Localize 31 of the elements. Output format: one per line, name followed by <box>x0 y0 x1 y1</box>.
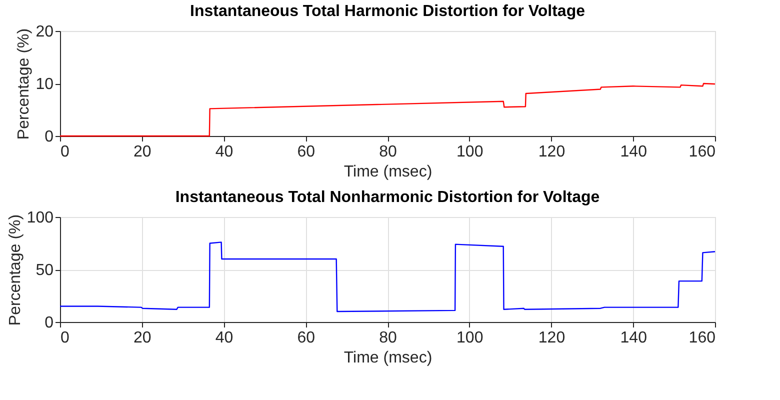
x-tick-label: 120 <box>538 330 566 346</box>
y-tick-label: 50 <box>36 262 54 279</box>
x-tick-label: 80 <box>379 144 397 160</box>
y-tick-label: 0 <box>44 314 54 332</box>
x-tick-label: 80 <box>379 330 397 346</box>
x-tick-label: 100 <box>456 144 484 160</box>
x-tick-label: 40 <box>215 144 234 160</box>
x-axis-title: Time (msec) <box>344 350 432 366</box>
x-tick-label: 20 <box>133 330 152 346</box>
y-tick-label: 20 <box>36 24 54 40</box>
y-axis-title: Percentage (%) <box>6 214 24 326</box>
x-tick-label: 20 <box>133 144 152 160</box>
chart-title: Instantaneous Total Nonharmonic Distortion for Voltage <box>175 189 600 206</box>
y-tick-label: 0 <box>44 128 54 146</box>
x-tick-label: 40 <box>215 330 234 346</box>
x-axis-title: Time (msec) <box>344 164 432 180</box>
line-series <box>59 242 716 312</box>
x-tick-label: 60 <box>297 330 316 346</box>
x-tick-label: 0 <box>60 330 70 346</box>
y-tick-label: 100 <box>26 210 54 226</box>
x-tick-label: 160 <box>688 330 716 346</box>
x-tick-label: 120 <box>538 144 566 160</box>
x-tick-label: 160 <box>688 144 716 160</box>
y-axis-title: Percentage (%) <box>16 28 33 140</box>
x-tick-label: 60 <box>297 144 316 160</box>
y-tick-label: 10 <box>36 76 54 93</box>
x-tick-label: 100 <box>456 330 484 346</box>
x-tick-label: 140 <box>620 330 648 346</box>
x-tick-label: 140 <box>620 144 648 160</box>
x-tick-label: 0 <box>60 144 70 160</box>
chart-title: Instantaneous Total Harmonic Distortion for Voltage <box>190 3 586 20</box>
